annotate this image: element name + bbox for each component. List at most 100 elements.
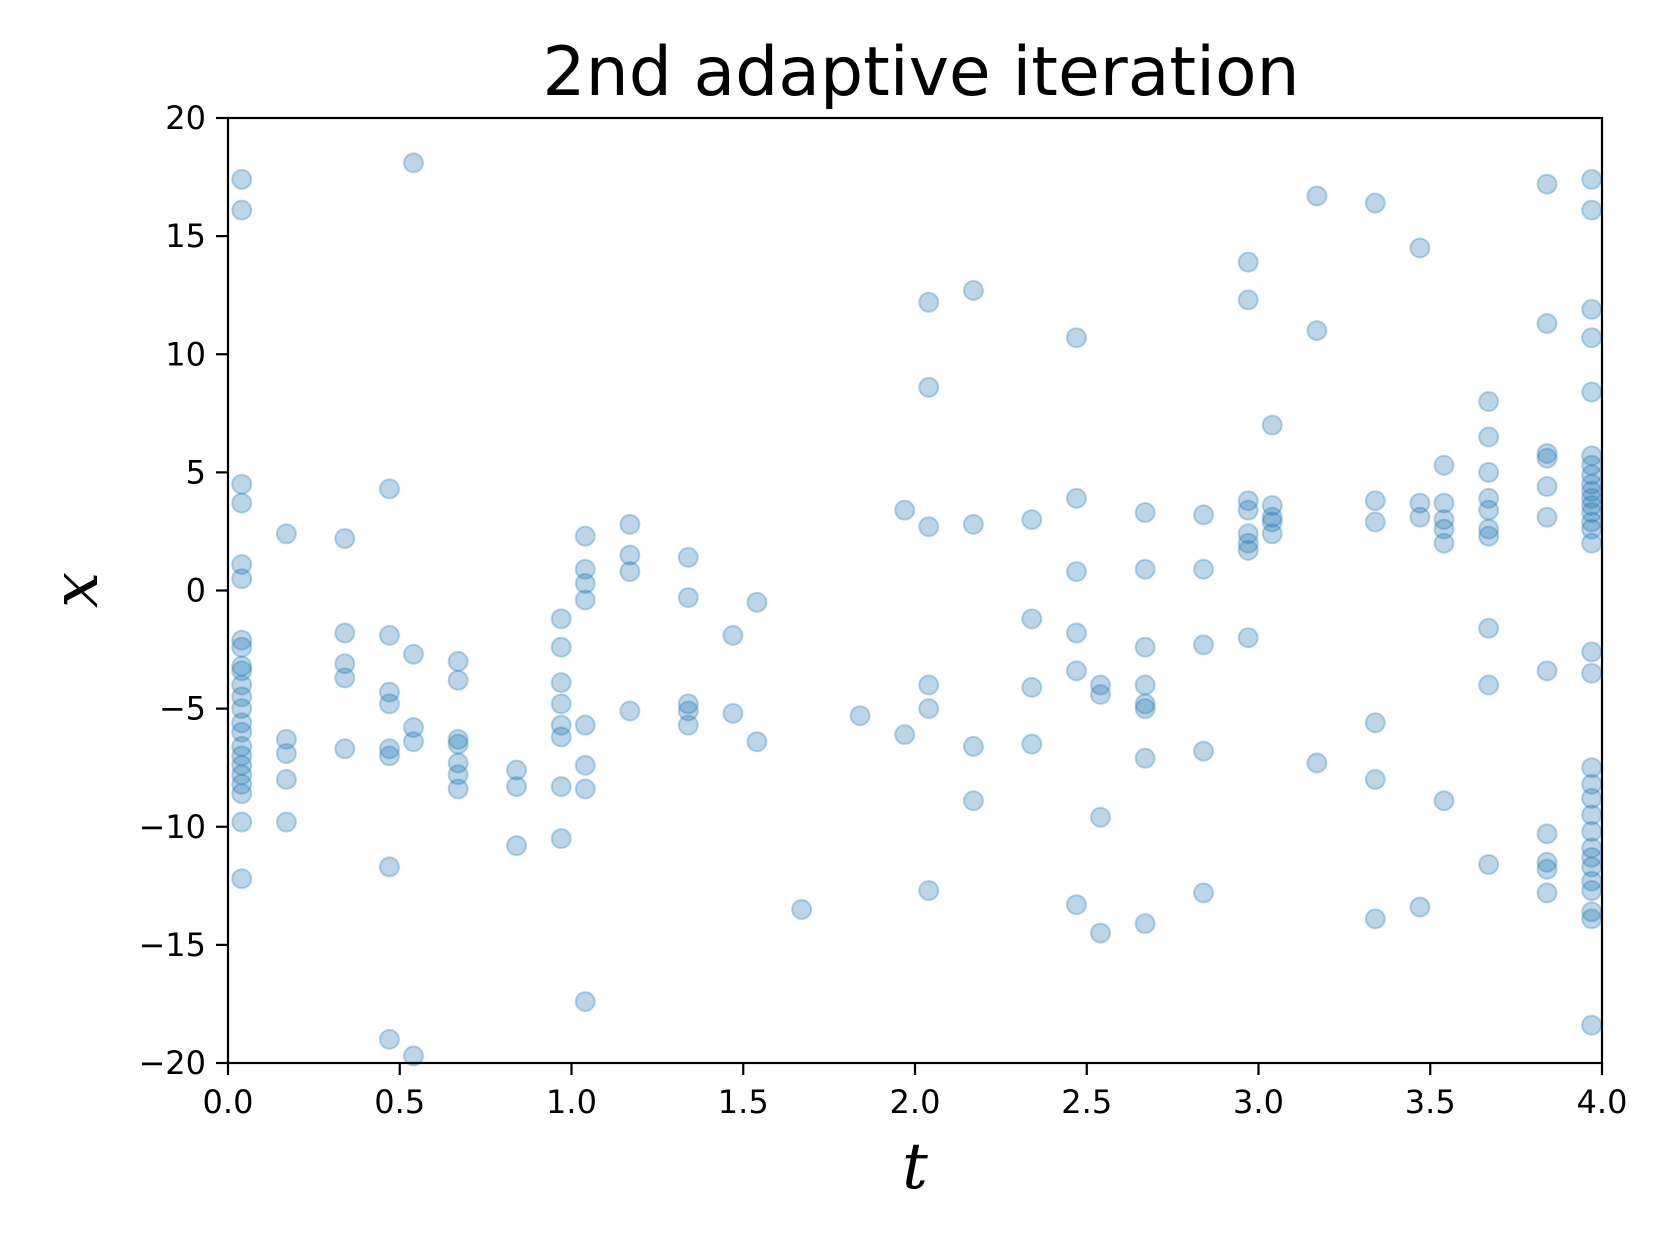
data-point: [1478, 518, 1500, 540]
data-point: [1581, 199, 1603, 221]
data-point: [1581, 1014, 1603, 1036]
data-point: [1433, 790, 1455, 812]
data-points: [231, 152, 1603, 1067]
data-point: [1581, 327, 1603, 349]
data-point: [1065, 894, 1087, 916]
data-point: [231, 773, 253, 795]
chart-title: 2nd adaptive iteration: [542, 33, 1299, 112]
x-tick-label: 1.0: [546, 1083, 597, 1121]
data-point: [1364, 712, 1386, 734]
data-point: [1134, 636, 1156, 658]
data-point: [378, 624, 400, 646]
x-tick-label: 1.5: [718, 1083, 769, 1121]
data-point: [1478, 461, 1500, 483]
data-point: [378, 693, 400, 715]
data-point: [1089, 683, 1111, 705]
data-point: [1306, 185, 1328, 207]
data-point: [231, 554, 253, 576]
data-point: [402, 1045, 424, 1067]
data-point: [1478, 499, 1500, 521]
data-point: [1536, 506, 1558, 528]
data-point: [1193, 558, 1215, 580]
data-point: [275, 743, 297, 765]
x-tick-label: 0.0: [203, 1083, 254, 1121]
data-point: [1134, 747, 1156, 769]
data-point: [746, 591, 768, 613]
data-point: [1433, 532, 1455, 554]
data-point: [574, 754, 596, 776]
data-point: [619, 700, 641, 722]
y-tick-label: −10: [138, 808, 206, 846]
data-point: [447, 650, 469, 672]
data-point: [550, 776, 572, 798]
data-point: [1364, 908, 1386, 930]
data-point: [1021, 509, 1043, 531]
data-point: [231, 655, 253, 677]
data-point: [447, 778, 469, 800]
data-point: [1021, 676, 1043, 698]
data-point: [506, 835, 528, 857]
data-point: [1134, 698, 1156, 720]
x-tick-label: 2.5: [1061, 1083, 1112, 1121]
data-point: [1478, 525, 1500, 547]
data-point: [378, 1028, 400, 1050]
data-point: [962, 790, 984, 812]
data-point: [1364, 769, 1386, 790]
data-point: [1021, 608, 1043, 630]
y-tick-label: −20: [138, 1044, 206, 1082]
plot-frame: [226, 116, 1604, 1065]
y-axis-ticks: −20 −15 −10 −5 0 5 10 15 20: [138, 99, 228, 1082]
data-point: [1536, 447, 1558, 469]
data-point: [574, 558, 596, 580]
data-point: [1237, 251, 1259, 273]
y-tick-label: 0: [186, 572, 206, 610]
y-tick-label: −15: [138, 926, 206, 964]
data-point: [231, 492, 253, 514]
data-point: [1065, 487, 1087, 509]
data-point: [1261, 506, 1283, 528]
data-point: [1478, 391, 1500, 412]
data-point: [231, 735, 253, 757]
data-point: [231, 745, 253, 767]
data-point: [231, 168, 253, 190]
data-point: [1134, 693, 1156, 715]
data-point: [1536, 823, 1558, 845]
data-point: [1089, 674, 1111, 696]
data-point: [1237, 539, 1259, 561]
data-point: [1065, 327, 1087, 349]
data-point: [1364, 511, 1386, 533]
data-point: [574, 714, 596, 736]
data-point: [1536, 173, 1558, 195]
data-point: [962, 735, 984, 757]
data-point: [1536, 476, 1558, 498]
y-tick-label: 10: [165, 335, 206, 373]
data-point: [1065, 660, 1087, 682]
data-point: [275, 769, 297, 790]
data-point: [1134, 913, 1156, 935]
data-point: [1581, 532, 1603, 554]
y-tick-label: 15: [165, 217, 206, 255]
data-point: [231, 629, 253, 651]
data-point: [574, 572, 596, 594]
data-point: [275, 811, 297, 833]
data-point: [1237, 499, 1259, 521]
data-point: [550, 636, 572, 658]
data-point: [334, 667, 356, 689]
data-point: [1433, 454, 1455, 476]
data-point: [334, 622, 356, 644]
data-point: [962, 513, 984, 535]
data-point: [918, 516, 940, 538]
data-point: [918, 674, 940, 696]
data-point: [550, 714, 572, 736]
data-point: [1536, 882, 1558, 904]
data-point: [550, 828, 572, 850]
data-point: [1536, 660, 1558, 682]
data-point: [402, 643, 424, 665]
data-point: [447, 733, 469, 755]
data-point: [894, 499, 916, 521]
data-point: [402, 152, 424, 174]
data-point: [447, 728, 469, 750]
data-point: [849, 705, 871, 727]
y-tick-label: −5: [159, 690, 206, 728]
